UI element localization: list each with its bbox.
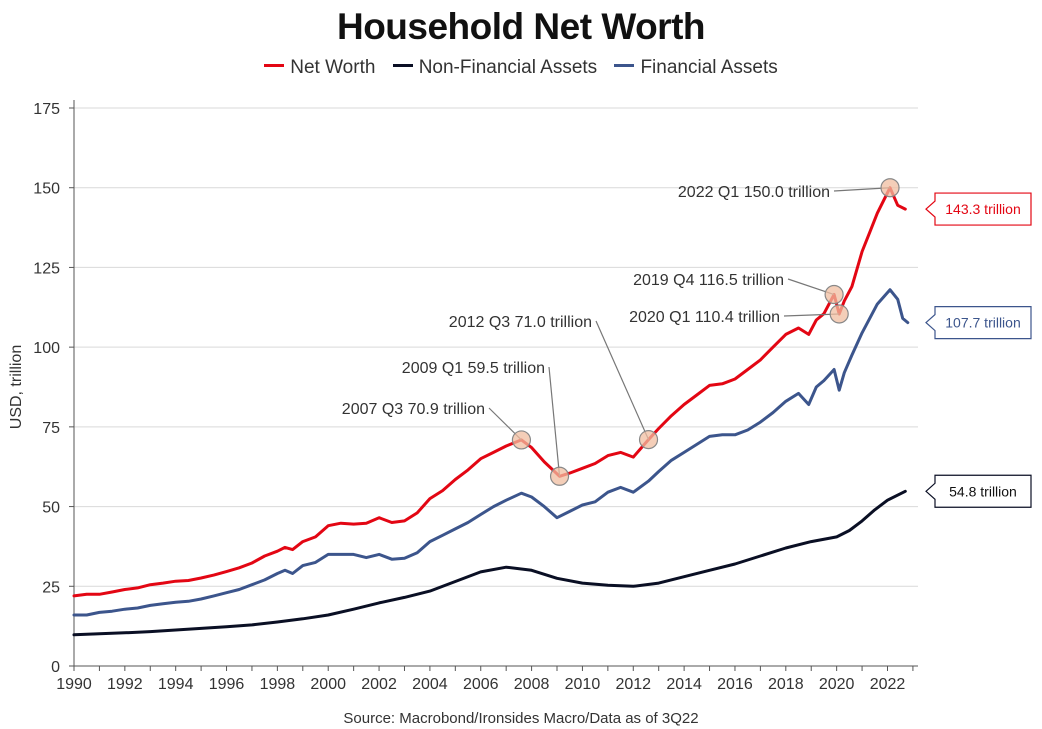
x-tick-label-1998: 1998	[260, 676, 296, 693]
annotation-marker-5	[880, 178, 900, 198]
y-tick-label-75: 75	[42, 420, 60, 437]
end-value-label-0: 143.3 trillion	[945, 201, 1021, 217]
x-tick-label-2000: 2000	[310, 676, 346, 693]
annotation-leader-2	[595, 320, 650, 440]
x-tick-label-2022: 2022	[870, 676, 906, 693]
x-tick-label-1992: 1992	[107, 676, 143, 693]
x-tick-label-2004: 2004	[412, 676, 448, 693]
y-tick-label-150: 150	[33, 181, 60, 198]
annotation-marker-1	[549, 466, 570, 486]
x-tick-label-2018: 2018	[768, 676, 804, 693]
annotation-label-2: 2012 Q3 71.0 trillion	[449, 314, 592, 331]
annotation-label-0: 2007 Q3 70.9 trillion	[342, 401, 485, 418]
annotation-marker-0	[511, 430, 532, 450]
x-tick-label-2002: 2002	[361, 676, 397, 693]
legend-swatch-non-financial-assets	[392, 64, 413, 68]
chart-source: Source: Macrobond/Ironsides Macro/Data a…	[343, 710, 699, 727]
x-tick-label-1996: 1996	[209, 676, 245, 693]
end-value-label-1: 107.7 trillion	[945, 315, 1021, 331]
y-tick-label-125: 125	[33, 260, 60, 277]
annotation-label-3: 2019 Q4 116.5 trillion	[633, 272, 784, 289]
annotation-marker-4	[829, 304, 849, 324]
x-tick-label-1990: 1990	[56, 676, 92, 693]
x-tick-label-2006: 2006	[463, 676, 499, 693]
legend-swatch-net-worth	[264, 64, 285, 68]
series-line-net-worth	[72, 186, 907, 598]
end-value-label-2: 54.8 trillion	[949, 483, 1017, 499]
x-tick-label-2020: 2020	[819, 676, 855, 693]
x-tick-label-2008: 2008	[514, 676, 550, 693]
y-tick-label-50: 50	[42, 500, 60, 517]
end-value-box-1	[925, 305, 1032, 340]
y-axis-label: USD, trillion	[8, 345, 25, 429]
legend-item-net-worth: Net Worth	[264, 57, 375, 79]
y-tick-label-100: 100	[33, 340, 60, 357]
legend-label-financial-assets: Financial Assets	[640, 57, 778, 78]
y-tick-label-0: 0	[51, 659, 60, 676]
y-tick-label-25: 25	[42, 579, 60, 596]
chart-legend: Net Worth Non-Financial Assets Financial…	[0, 57, 1042, 79]
annotation-label-5: 2022 Q1 150.0 trillion	[678, 184, 830, 201]
legend-label-net-worth: Net Worth	[290, 57, 376, 78]
x-tick-label-2010: 2010	[565, 676, 601, 693]
annotation-label-1: 2009 Q1 59.5 trillion	[402, 360, 545, 377]
x-tick-label-2016: 2016	[717, 676, 753, 693]
x-tick-label-1994: 1994	[158, 676, 194, 693]
annotation-label-4: 2020 Q1 110.4 trillion	[629, 309, 780, 326]
end-value-box-0	[925, 192, 1032, 226]
legend-item-non-financial-assets: Non-Financial Assets	[392, 57, 598, 79]
annotation-marker-2	[638, 430, 659, 450]
legend-swatch-financial-assets	[614, 64, 635, 68]
chart-title: Household Net Worth	[336, 6, 706, 47]
series-line-non-financial-assets	[72, 489, 907, 637]
end-value-box-2	[925, 474, 1032, 508]
annotation-marker-3	[824, 284, 844, 305]
annotation-leader-1	[548, 366, 561, 477]
x-tick-label-2014: 2014	[666, 676, 702, 693]
legend-label-non-financial-assets: Non-Financial Assets	[418, 57, 598, 78]
legend-item-financial-assets: Financial Assets	[614, 57, 778, 79]
series-line-financial-assets	[72, 288, 910, 617]
x-tick-label-2012: 2012	[615, 676, 651, 693]
y-tick-label-175: 175	[33, 101, 60, 118]
